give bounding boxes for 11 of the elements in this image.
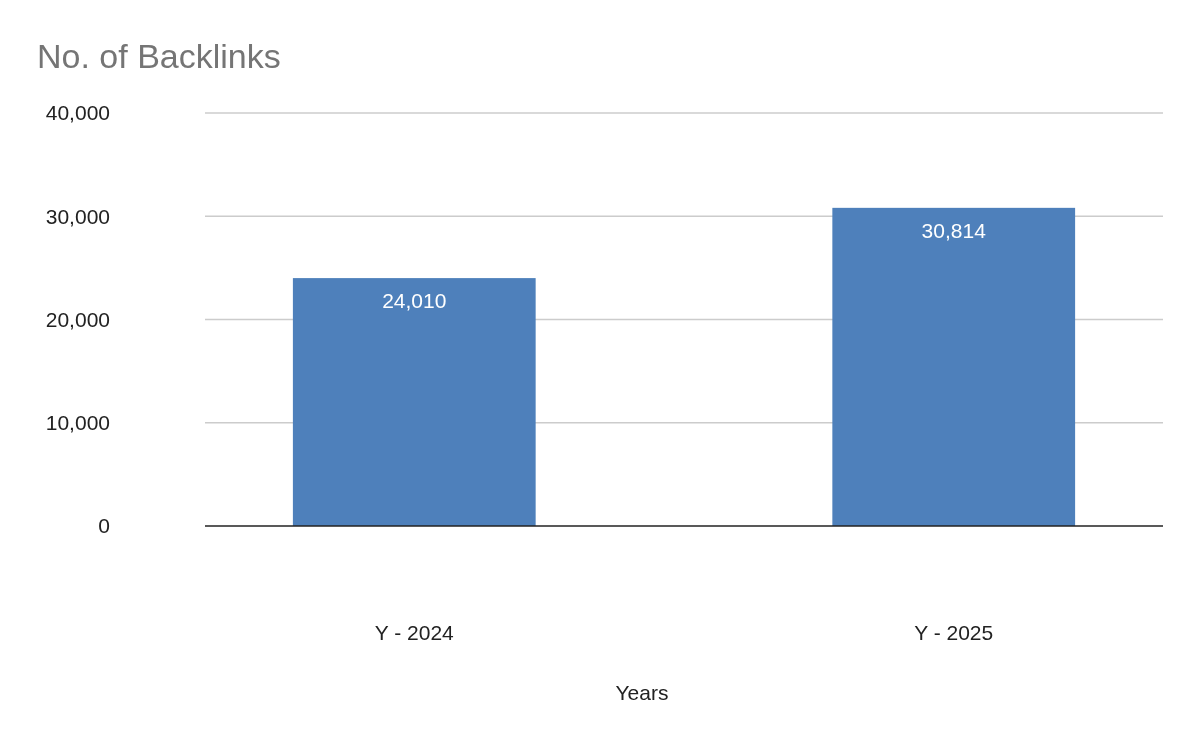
chart-title: No. of Backlinks [37, 37, 281, 75]
data-label: 30,814 [921, 218, 987, 242]
y-tick-label: 20,000 [45, 307, 110, 331]
data-label: 24,010 [382, 289, 447, 313]
y-tick-label: 40,000 [45, 101, 110, 125]
x-axis-title: Years [615, 681, 669, 704]
y-tick-label: 0 [98, 514, 110, 538]
x-tick-label: Y - 2025 [914, 621, 994, 644]
y-tick-label: 10,000 [45, 411, 110, 435]
x-tick-label: Y - 2024 [374, 621, 455, 644]
y-tick-label: 30,000 [45, 204, 110, 228]
